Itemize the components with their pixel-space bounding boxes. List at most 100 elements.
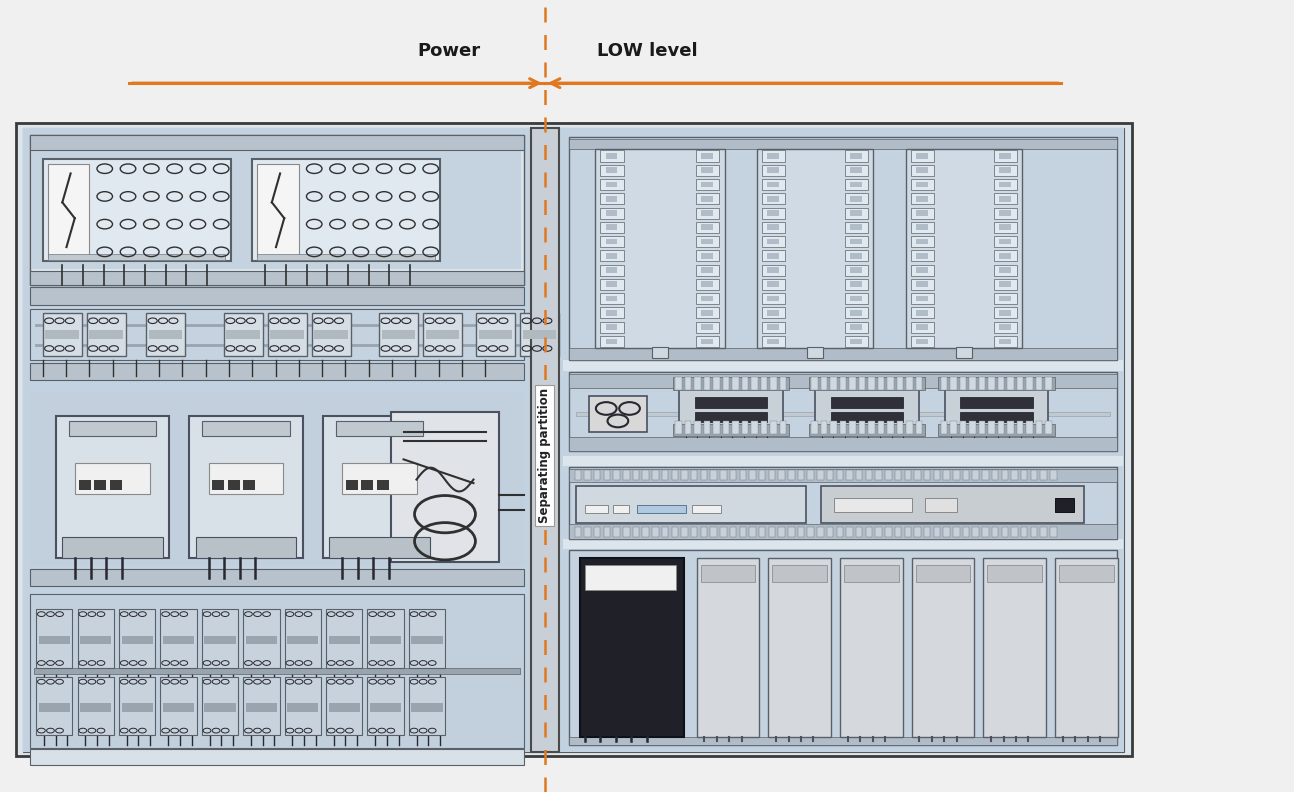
Bar — [696, 322, 719, 333]
Bar — [701, 295, 713, 302]
Bar — [811, 421, 818, 434]
Bar — [1002, 470, 1008, 480]
Bar — [741, 421, 748, 434]
Bar — [877, 377, 884, 390]
Bar — [911, 293, 934, 304]
Bar — [767, 324, 779, 330]
Bar — [820, 421, 827, 434]
Bar — [845, 307, 868, 318]
Bar — [973, 470, 978, 480]
Bar — [859, 377, 866, 390]
Bar — [1049, 527, 1056, 537]
Bar — [811, 377, 818, 390]
Bar — [642, 527, 648, 537]
Bar — [48, 254, 225, 260]
Bar — [563, 539, 1123, 549]
Bar — [36, 677, 72, 735]
Bar — [56, 416, 170, 558]
Bar — [600, 336, 624, 347]
Bar — [762, 179, 785, 190]
Bar — [94, 481, 106, 490]
Bar — [391, 412, 499, 562]
Bar — [652, 470, 659, 480]
Bar — [769, 558, 831, 737]
Bar — [370, 636, 401, 645]
Bar — [963, 527, 969, 537]
Bar — [691, 527, 697, 537]
Bar — [600, 165, 624, 176]
Bar — [1026, 421, 1033, 434]
Bar — [999, 181, 1011, 188]
Bar — [845, 236, 868, 247]
Bar — [950, 421, 956, 434]
Bar — [762, 250, 785, 261]
Bar — [762, 322, 785, 333]
Bar — [911, 279, 934, 290]
Bar — [969, 421, 976, 434]
Bar — [243, 609, 280, 668]
Bar — [840, 377, 846, 390]
Bar — [767, 267, 779, 273]
Bar — [575, 527, 581, 537]
Bar — [906, 149, 1022, 348]
Bar — [202, 609, 238, 668]
Bar — [894, 527, 901, 537]
Bar — [696, 236, 719, 247]
Bar — [713, 377, 719, 390]
Bar — [850, 167, 862, 173]
Bar — [685, 377, 691, 390]
Bar — [43, 159, 230, 261]
Bar — [994, 208, 1017, 219]
Bar — [326, 677, 362, 735]
Bar — [569, 137, 1117, 360]
Bar — [595, 149, 725, 348]
Bar — [767, 338, 779, 345]
Bar — [875, 527, 881, 537]
Bar — [831, 421, 837, 434]
Bar — [960, 412, 1033, 422]
Bar — [767, 181, 779, 188]
Bar — [1035, 421, 1042, 434]
Bar — [600, 150, 624, 162]
Bar — [807, 527, 814, 537]
Bar — [850, 310, 862, 316]
Bar — [696, 293, 719, 304]
Bar — [999, 153, 1011, 159]
Bar — [989, 377, 995, 390]
Bar — [797, 470, 804, 480]
Bar — [788, 470, 795, 480]
Bar — [78, 677, 114, 735]
Bar — [916, 281, 928, 287]
Bar — [999, 324, 1011, 330]
Bar — [850, 196, 862, 202]
Bar — [696, 265, 719, 276]
Bar — [719, 527, 726, 537]
Bar — [916, 253, 928, 259]
Bar — [788, 527, 795, 537]
Bar — [994, 279, 1017, 290]
Bar — [905, 527, 911, 537]
Bar — [911, 265, 934, 276]
Bar — [606, 238, 617, 245]
Bar — [850, 253, 862, 259]
Bar — [704, 421, 710, 434]
Bar — [146, 313, 185, 356]
Bar — [875, 470, 881, 480]
Bar — [994, 250, 1017, 261]
Bar — [312, 313, 351, 356]
Bar — [523, 330, 556, 339]
Bar — [600, 236, 624, 247]
Bar — [652, 347, 668, 358]
Bar — [600, 307, 624, 318]
Bar — [23, 128, 1124, 752]
Bar — [762, 293, 785, 304]
Bar — [767, 153, 779, 159]
Bar — [1007, 421, 1013, 434]
Bar — [850, 210, 862, 216]
Bar — [894, 470, 901, 480]
Bar — [1030, 527, 1036, 537]
Bar — [30, 392, 524, 566]
Bar — [938, 424, 1055, 436]
Bar — [606, 338, 617, 345]
Bar — [701, 210, 713, 216]
